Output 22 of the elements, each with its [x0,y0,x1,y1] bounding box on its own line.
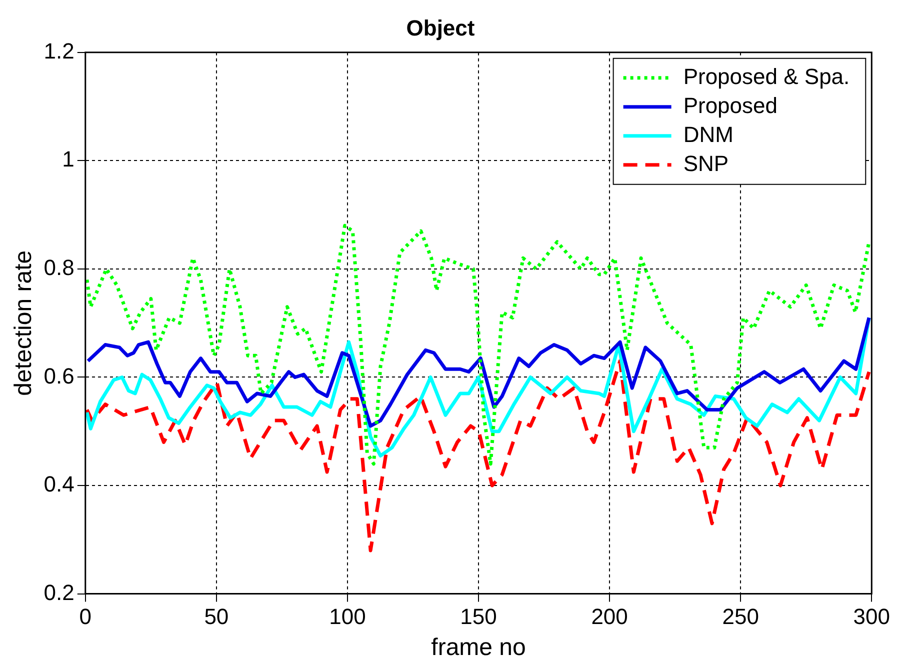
y-axis-title: detection rate [10,250,38,396]
legend-label: Proposed & Spa. [683,64,850,89]
x-tick-label: 300 [853,604,890,630]
x-tick-label: 150 [460,604,497,630]
legend-label: DNM [683,122,734,147]
x-tick-label: 50 [204,604,229,630]
x-axis-title: frame no [431,634,526,662]
y-tick-label: 0.4 [44,472,74,497]
y-tick-label: 0.2 [44,580,74,605]
chart-title: Object [406,15,476,40]
x-tick-label: 200 [591,604,628,630]
x-tick-label: 100 [329,604,366,630]
legend-label: SNP [683,150,729,176]
y-tick-label: 1 [62,146,74,172]
x-tick-label: 250 [722,604,759,630]
legend-label: Proposed [683,92,778,118]
y-tick-label: 0.6 [44,363,74,388]
y-tick-label: 1.2 [44,38,74,64]
line-series [85,359,871,552]
x-tick-label: 0 [79,604,92,630]
y-tick-label: 0.8 [44,255,74,280]
line-series [85,224,871,466]
